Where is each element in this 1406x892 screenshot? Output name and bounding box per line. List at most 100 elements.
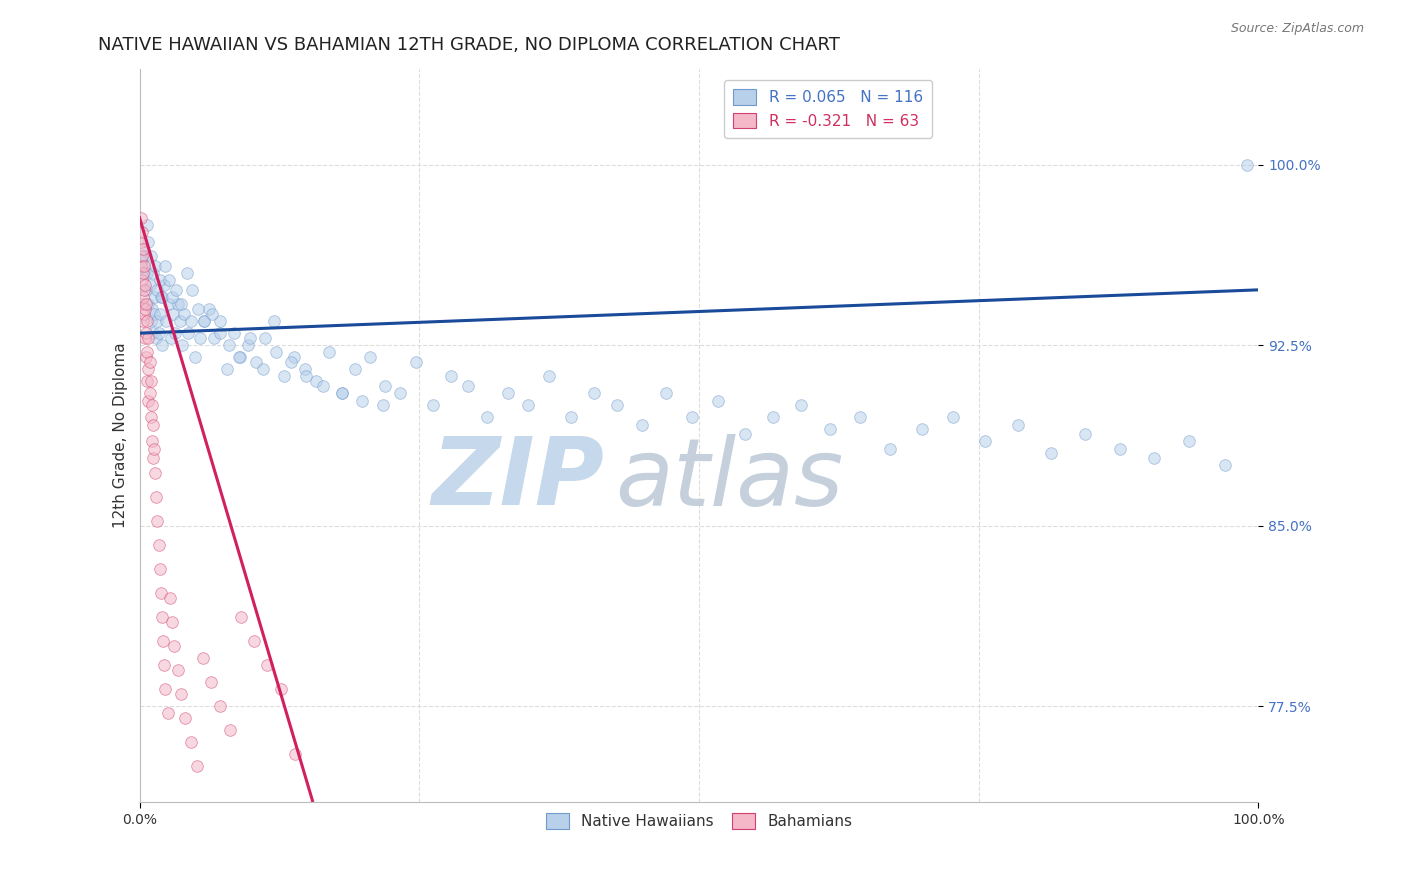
Point (134, 331, 156, 345)
Point (734, 427, 756, 442)
Point (270, 682, 292, 697)
Point (330, 386, 353, 401)
Point (145, 331, 167, 345)
Point (187, 302, 209, 317)
Point (153, 278, 176, 293)
Point (200, 675, 222, 690)
Point (157, 273, 180, 287)
Point (131, 297, 153, 311)
Point (173, 307, 195, 321)
Point (150, 338, 173, 352)
Point (1178, 434, 1201, 449)
Point (215, 362, 238, 376)
Point (160, 615, 183, 629)
Point (139, 314, 162, 328)
Point (142, 326, 165, 340)
Point (231, 610, 253, 624)
Point (149, 562, 172, 576)
Point (184, 350, 207, 364)
Point (129, 235, 152, 249)
Point (186, 759, 208, 773)
Point (374, 379, 396, 393)
Text: Source: ZipAtlas.com: Source: ZipAtlas.com (1230, 22, 1364, 36)
Point (155, 314, 177, 328)
Point (134, 249, 156, 263)
Point (131, 225, 153, 239)
Point (160, 290, 183, 304)
Point (253, 331, 276, 345)
Point (537, 369, 560, 384)
Point (150, 610, 173, 624)
Point (143, 307, 166, 321)
Point (148, 326, 170, 340)
Point (312, 379, 335, 393)
Point (263, 314, 285, 328)
Point (422, 398, 444, 412)
Point (582, 386, 605, 401)
Point (134, 278, 156, 293)
Point (439, 369, 461, 384)
Point (132, 242, 155, 256)
Point (134, 302, 156, 317)
Point (188, 331, 211, 345)
Point (942, 410, 965, 425)
Point (150, 290, 173, 304)
Point (170, 687, 193, 701)
Point (138, 297, 160, 311)
Point (170, 297, 193, 311)
Point (245, 355, 267, 369)
Point (174, 711, 197, 725)
Point (131, 259, 153, 273)
Point (142, 266, 165, 280)
Point (136, 345, 159, 359)
Point (132, 266, 155, 280)
Point (136, 374, 159, 388)
Point (165, 326, 187, 340)
Point (132, 290, 155, 304)
Point (132, 314, 155, 328)
Point (141, 434, 163, 449)
Point (162, 307, 184, 321)
Point (405, 355, 427, 369)
Point (631, 417, 654, 432)
Point (143, 259, 166, 273)
Point (132, 259, 155, 273)
Point (264, 345, 287, 359)
Point (457, 379, 479, 393)
Point (132, 307, 155, 321)
Point (209, 326, 232, 340)
Point (143, 466, 166, 480)
Point (142, 451, 165, 466)
Point (135, 283, 157, 297)
Point (180, 314, 202, 328)
Point (138, 235, 160, 249)
Point (141, 302, 163, 317)
Point (283, 350, 305, 364)
Text: NATIVE HAWAIIAN VS BAHAMIAN 12TH GRADE, NO DIPLOMA CORRELATION CHART: NATIVE HAWAIIAN VS BAHAMIAN 12TH GRADE, … (98, 36, 841, 54)
Point (138, 393, 160, 408)
Point (222, 326, 245, 340)
Point (1143, 451, 1166, 466)
Point (129, 254, 152, 268)
Point (373, 398, 395, 412)
Point (280, 355, 302, 369)
Point (136, 314, 159, 328)
Point (139, 410, 162, 425)
Text: atlas: atlas (614, 434, 844, 524)
Point (145, 490, 167, 504)
Point (143, 442, 166, 456)
Point (344, 362, 367, 376)
Point (219, 723, 242, 737)
Point (236, 338, 259, 352)
Point (209, 699, 232, 714)
Point (330, 386, 353, 401)
Point (218, 338, 240, 352)
Point (1108, 442, 1130, 456)
Point (193, 314, 215, 328)
Point (284, 747, 307, 761)
Point (152, 634, 174, 648)
Point (159, 591, 181, 605)
Y-axis label: 12th Grade, No Diploma: 12th Grade, No Diploma (114, 343, 128, 528)
Point (138, 362, 160, 376)
Point (131, 249, 153, 263)
